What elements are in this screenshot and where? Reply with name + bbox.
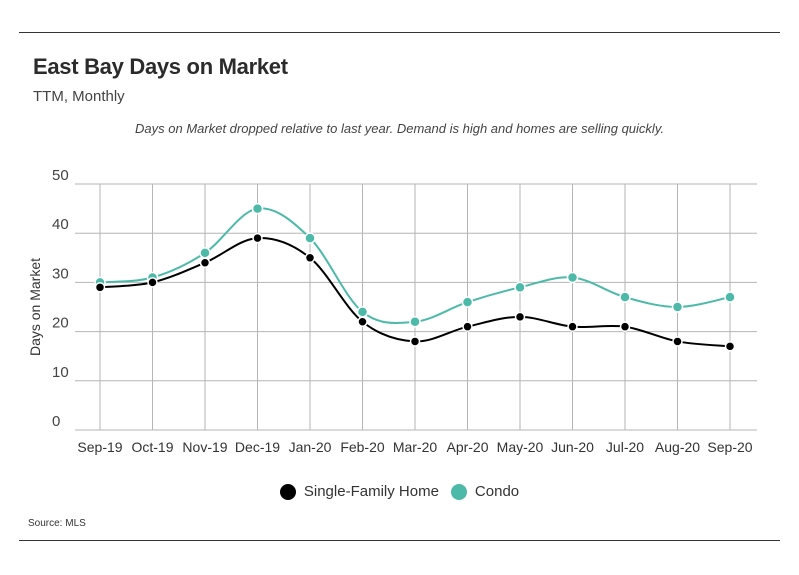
x-tick-label: Nov-19 (182, 439, 227, 455)
data-point-single-family (409, 336, 421, 347)
legend: Single-Family Home Condo (0, 483, 799, 500)
x-tick-label: Jun-20 (551, 439, 594, 455)
y-tick-label: 40 (52, 216, 69, 233)
x-tick-label: Oct-19 (131, 439, 173, 455)
x-tick-label: Jan-20 (289, 439, 332, 455)
x-tick-label: Dec-19 (235, 439, 280, 455)
data-point-condo (199, 247, 211, 259)
data-point-single-family (567, 321, 578, 332)
data-point-condo (356, 306, 369, 318)
data-point-single-family (357, 316, 368, 328)
top-rule (19, 32, 780, 33)
legend-item-single-family: Single-Family Home (279, 483, 439, 500)
y-tick-label: 30 (52, 265, 69, 282)
chart-title: East Bay Days on Market (33, 54, 288, 79)
data-point-condo (514, 281, 526, 294)
data-point-single-family (252, 232, 263, 244)
y-tick-label: 10 (52, 364, 69, 381)
data-point-condo (409, 316, 421, 328)
data-point-condo (619, 291, 631, 303)
x-tick-label: Sep-20 (707, 439, 752, 455)
line-chart: 0 10 20 30 40 50 Sep-19 Oct-19 Nov-19 Dec-19 Jan-2… (27, 167, 757, 455)
x-tick-label: Mar-20 (393, 439, 438, 455)
x-tick-label: Feb-20 (340, 439, 385, 455)
data-point-condo (671, 301, 684, 313)
data-point-single-family (619, 321, 631, 332)
data-point-single-family (94, 282, 106, 293)
data-point-single-family (199, 257, 211, 268)
data-point-single-family (724, 341, 736, 352)
legend-label-single-family: Single-Family Home (303, 483, 439, 500)
data-point-single-family (147, 277, 158, 288)
legend-label-condo: Condo (474, 483, 520, 500)
legend-item-condo: Condo (450, 483, 520, 500)
x-tick-label: Aug-20 (655, 439, 700, 455)
data-point-condo (251, 202, 264, 215)
chart-annotation: Days on Market dropped relative to last … (135, 121, 664, 136)
x-tick-label: Apr-20 (446, 439, 488, 455)
data-point-condo (304, 232, 316, 244)
y-tick-label: 0 (52, 413, 60, 430)
data-point-single-family (304, 252, 316, 264)
y-tick-label: 20 (52, 315, 69, 332)
data-point-single-family (462, 321, 473, 332)
data-point-single-family (514, 311, 526, 323)
legend-swatch-condo (450, 483, 467, 500)
source-note: Source: MLS (28, 518, 86, 529)
y-tick-label: 50 (52, 167, 69, 184)
y-axis-label: Days on Market (27, 258, 43, 356)
legend-swatch-single-family (279, 483, 296, 500)
data-point-condo (724, 291, 736, 303)
chart-subtitle: TTM, Monthly (33, 88, 125, 105)
bottom-rule (19, 540, 780, 541)
data-point-single-family (672, 336, 683, 347)
x-tick-label: Jul-20 (606, 439, 644, 455)
data-point-condo (566, 271, 579, 284)
data-point-condo (461, 296, 474, 308)
x-tick-label: Sep-19 (77, 439, 122, 455)
x-tick-label: May-20 (497, 439, 544, 455)
